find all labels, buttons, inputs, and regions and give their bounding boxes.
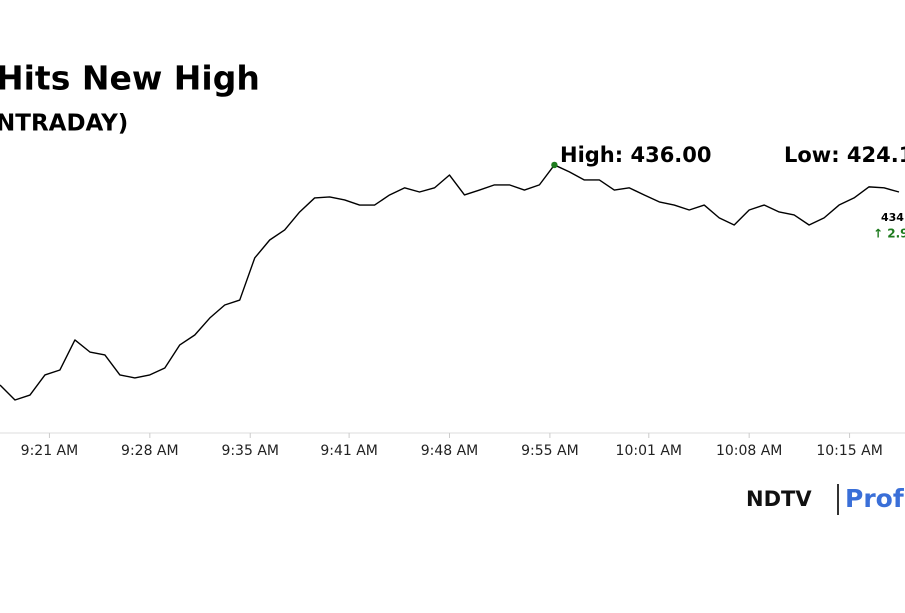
x-tick-label: 9:41 AM <box>320 443 378 459</box>
x-tick-label: 10:01 AM <box>616 443 682 459</box>
high-label: High: 436.00 <box>560 143 712 167</box>
low-label: Low: 424.1 <box>784 143 905 167</box>
last-value-label: 434 <box>881 211 904 224</box>
brand-logo: NDTV <box>746 487 812 511</box>
x-tick-label: 9:35 AM <box>221 443 279 459</box>
brand-product: Prof <box>845 484 905 513</box>
price-line <box>0 164 900 401</box>
x-tick-label: 9:55 AM <box>521 443 579 459</box>
x-tick-label: 9:48 AM <box>421 443 479 459</box>
change-label: ↑ 2.9 <box>873 227 905 241</box>
chart-subtitle: NTRADAY) <box>0 111 128 137</box>
high-marker <box>551 161 558 169</box>
x-tick-label: 10:15 AM <box>816 443 882 459</box>
x-tick-label: 9:28 AM <box>121 443 179 459</box>
chart-title: Hits New High <box>0 59 260 98</box>
x-tick-label: 10:08 AM <box>716 443 782 459</box>
x-tick-label: 9:21 AM <box>21 443 79 459</box>
